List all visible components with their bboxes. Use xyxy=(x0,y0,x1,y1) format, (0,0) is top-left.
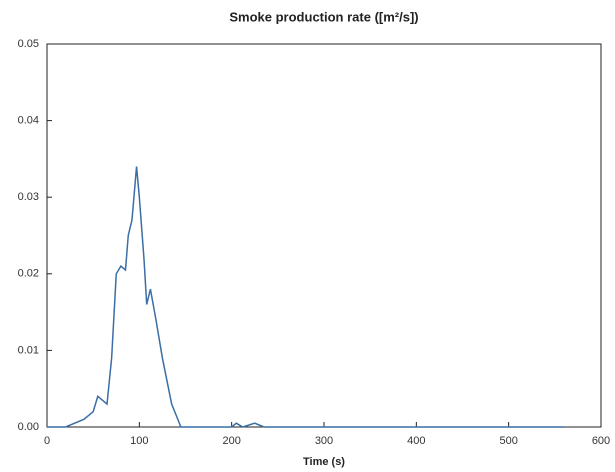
x-tick-label: 400 xyxy=(407,435,425,447)
y-tick-label: 0.02 xyxy=(18,268,39,280)
data-line xyxy=(47,166,565,428)
x-tick-label: 600 xyxy=(592,435,610,447)
x-tick-label: 500 xyxy=(499,435,517,447)
y-tick-label: 0.04 xyxy=(18,115,39,127)
y-tick-label: 0.01 xyxy=(18,344,39,356)
x-tick-label: 100 xyxy=(130,435,148,447)
plot-frame xyxy=(46,43,602,428)
y-tick-label: 0.03 xyxy=(18,191,39,203)
x-tick-label: 200 xyxy=(222,435,240,447)
y-tick-label: 0.05 xyxy=(18,38,39,50)
y-tick-label: 0.00 xyxy=(18,421,39,433)
x-tick-label: 0 xyxy=(44,435,50,447)
x-tick-label: 300 xyxy=(315,435,333,447)
chart-title: Smoke production rate ([m²/s]) xyxy=(229,9,418,24)
x-axis-label: Time (s) xyxy=(303,456,345,468)
